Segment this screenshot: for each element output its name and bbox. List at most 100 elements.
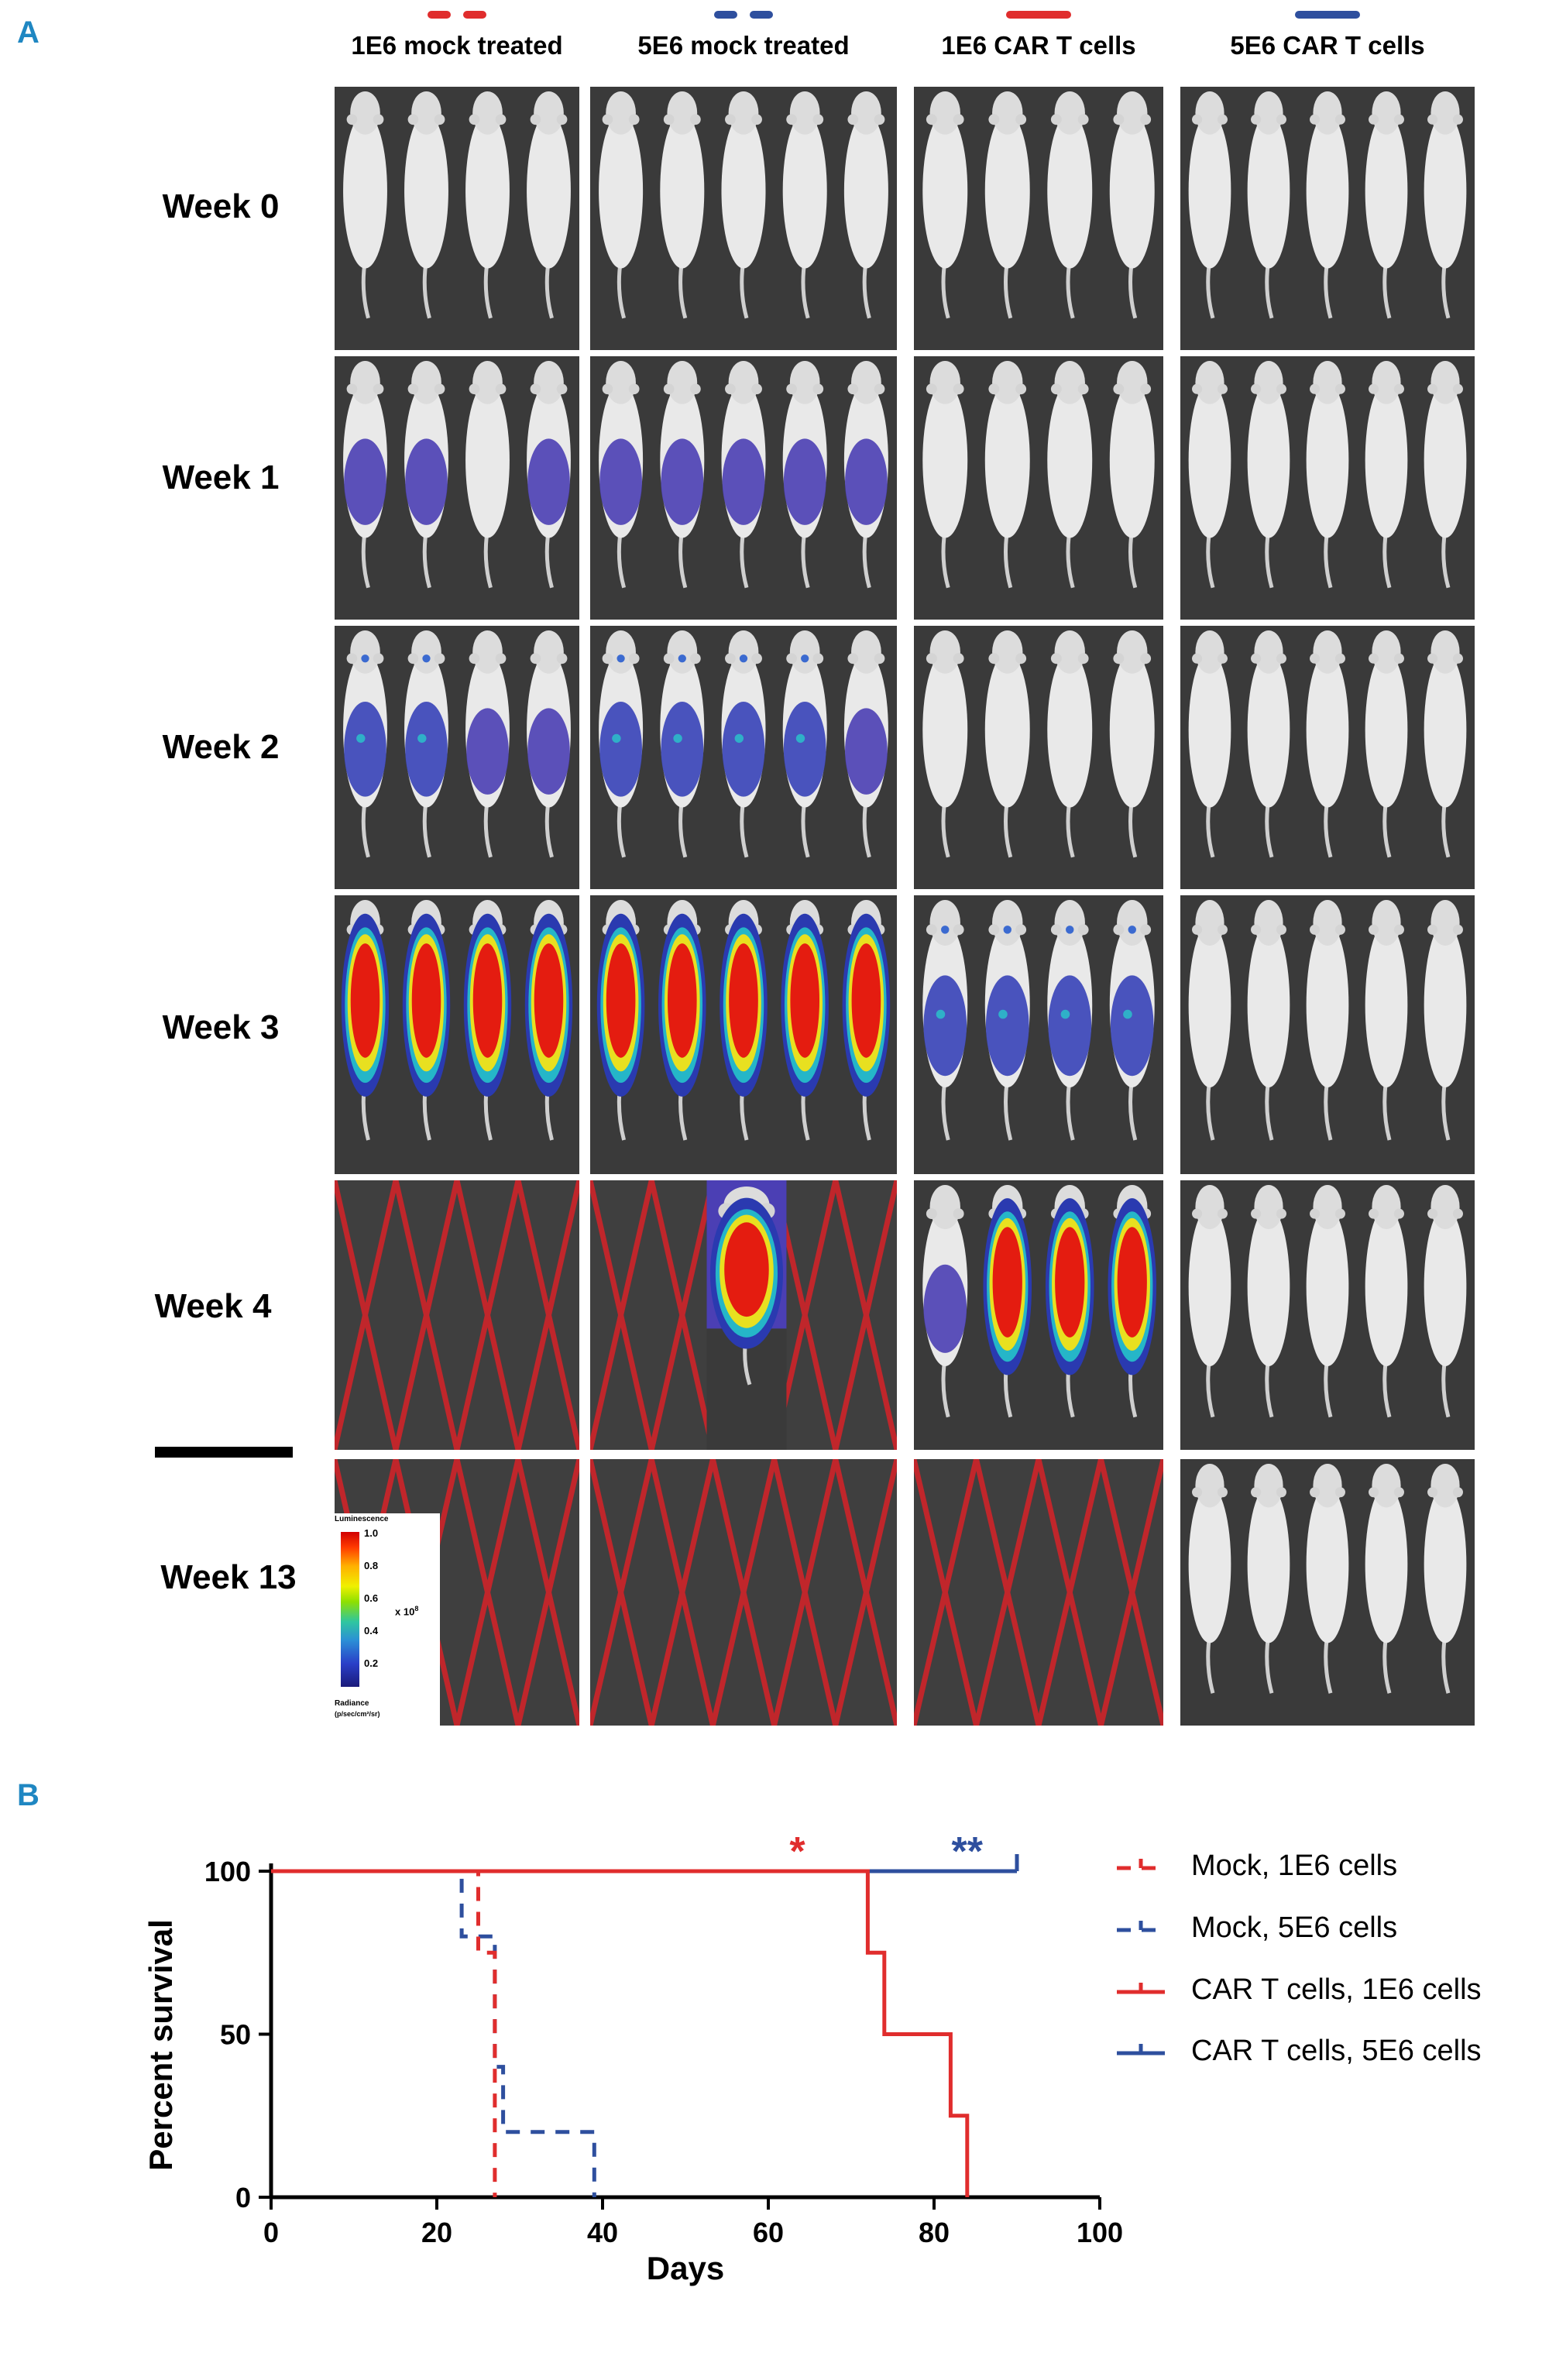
mouse-image — [721, 361, 766, 589]
mouse-image — [402, 900, 451, 1141]
mouse-image — [1424, 900, 1467, 1141]
week-separator-line — [155, 1447, 293, 1458]
mouse-image — [922, 630, 968, 858]
legend-swatch-graphic — [1117, 1983, 1165, 1994]
mouse-image — [658, 900, 706, 1141]
mouse-image — [1247, 630, 1290, 858]
mouse-image — [527, 630, 571, 858]
mouse-image — [1109, 630, 1155, 858]
week-label: Week 2 — [162, 728, 280, 766]
x-tick-label: 100 — [1077, 2217, 1123, 2248]
mouse-image — [984, 630, 1030, 858]
colorbar-title: Luminescence — [335, 1515, 389, 1523]
mouse-image — [983, 1185, 1032, 1418]
colorbar-tick-label: 1.0 — [364, 1527, 379, 1539]
legend-label: Mock, 5E6 cells — [1191, 1911, 1398, 1944]
mouse-image — [922, 900, 968, 1141]
deceased-marker — [590, 1459, 897, 1726]
y-tick-label: 0 — [235, 2182, 251, 2213]
mouse-image — [720, 900, 768, 1141]
imaging-cell — [1180, 1180, 1475, 1450]
legend-swatch-graphic — [1117, 2044, 1165, 2055]
imaging-cell — [590, 1459, 897, 1726]
mouse-image — [1424, 1185, 1467, 1418]
mouse-image — [843, 361, 888, 589]
legend-swatch — [1114, 1976, 1168, 2007]
mouse-image — [1045, 1185, 1094, 1418]
imaging-cell — [335, 895, 579, 1174]
mouse-image — [922, 361, 968, 589]
colorbar-tick-label: 0.8 — [364, 1560, 379, 1571]
imaging-cell-graphic — [343, 630, 571, 858]
significance-marker: ** — [952, 1829, 984, 1874]
mouse-image — [1365, 1185, 1408, 1418]
mouse-image — [1247, 91, 1290, 319]
legend-swatch-graphic — [1117, 1859, 1165, 1870]
mouse-image — [1188, 1464, 1231, 1694]
imaging-cell — [914, 87, 1163, 350]
imaging-cell-graphic — [341, 900, 573, 1141]
mouse-image — [343, 630, 387, 858]
group-color-bar-dash — [428, 11, 451, 19]
mouse-image — [1365, 900, 1408, 1141]
column-header-label: 5E6 CAR T cells — [1230, 31, 1425, 60]
imaging-cell-graphic — [1188, 900, 1467, 1141]
mouse-image — [660, 361, 705, 589]
x-tick-label: 0 — [263, 2217, 279, 2248]
mouse-image — [1109, 900, 1155, 1141]
legend-label: CAR T cells, 5E6 cells — [1191, 2035, 1482, 2067]
imaging-cell — [914, 895, 1163, 1174]
deceased-marker — [335, 1180, 579, 1450]
imaging-cell — [590, 895, 897, 1174]
imaging-cell-graphic — [1188, 91, 1467, 319]
mouse-image — [1188, 361, 1231, 589]
imaging-cell-graphic — [599, 361, 888, 589]
imaging-cell — [1180, 87, 1475, 350]
mouse-image — [1365, 361, 1408, 589]
colorbar-multiplier-text: x 10 — [395, 1606, 415, 1618]
mouse-image — [1047, 630, 1093, 858]
mouse-image — [1108, 1185, 1157, 1418]
imaging-cell-graphic — [596, 900, 891, 1141]
imaging-cell-graphic — [1188, 1464, 1467, 1694]
imaging-cell-graphic — [343, 361, 571, 589]
imaging-cell-graphic — [922, 900, 1155, 1141]
mouse-image — [1424, 361, 1467, 589]
mouse-image — [599, 361, 644, 589]
imaging-cell — [335, 626, 579, 889]
imaging-cell — [590, 87, 897, 350]
legend-swatch — [1114, 1853, 1168, 1884]
colorbar-tick-label: 0.2 — [364, 1657, 379, 1669]
mouse-image — [660, 630, 705, 858]
x-tick-label: 40 — [587, 2217, 618, 2248]
imaging-cell-graphic — [590, 1459, 897, 1726]
survival-chart: 0 20 40 60 80 100 0 50 100 Days Percent survival *… — [143, 1829, 1123, 2286]
mouse-image — [843, 630, 888, 858]
mouse-image — [781, 900, 829, 1141]
colorbar-multiplier: x 108 — [395, 1605, 418, 1617]
imaging-cell-graphic — [922, 361, 1155, 589]
x-axis-label: Days — [647, 2250, 724, 2286]
group-color-bar-dash — [750, 11, 773, 19]
legend-label: CAR T cells, 1E6 cells — [1191, 1973, 1482, 2006]
mouse-image — [465, 361, 510, 589]
week-label: Week 0 — [162, 187, 280, 225]
mouse-image — [1188, 1185, 1231, 1418]
imaging-cell-graphic — [922, 91, 1155, 319]
mouse-image — [1047, 91, 1093, 319]
legend-label: Mock, 1E6 cells — [1191, 1849, 1398, 1882]
imaging-cell-graphic — [1188, 361, 1467, 589]
mouse-image — [782, 361, 827, 589]
mouse-image — [1306, 1464, 1349, 1694]
mouse-image — [1306, 91, 1349, 319]
mouse-image — [721, 91, 766, 319]
imaging-cell-graphic — [599, 630, 888, 858]
imaging-cell-graphic — [590, 1180, 897, 1450]
mouse-image — [782, 91, 827, 319]
mouse-image — [1047, 361, 1093, 589]
mouse-image — [984, 900, 1030, 1141]
mouse-image — [1306, 1185, 1349, 1418]
mouse-image — [660, 91, 705, 319]
imaging-cell — [1180, 356, 1475, 620]
week-label: Week 3 — [162, 1008, 280, 1046]
